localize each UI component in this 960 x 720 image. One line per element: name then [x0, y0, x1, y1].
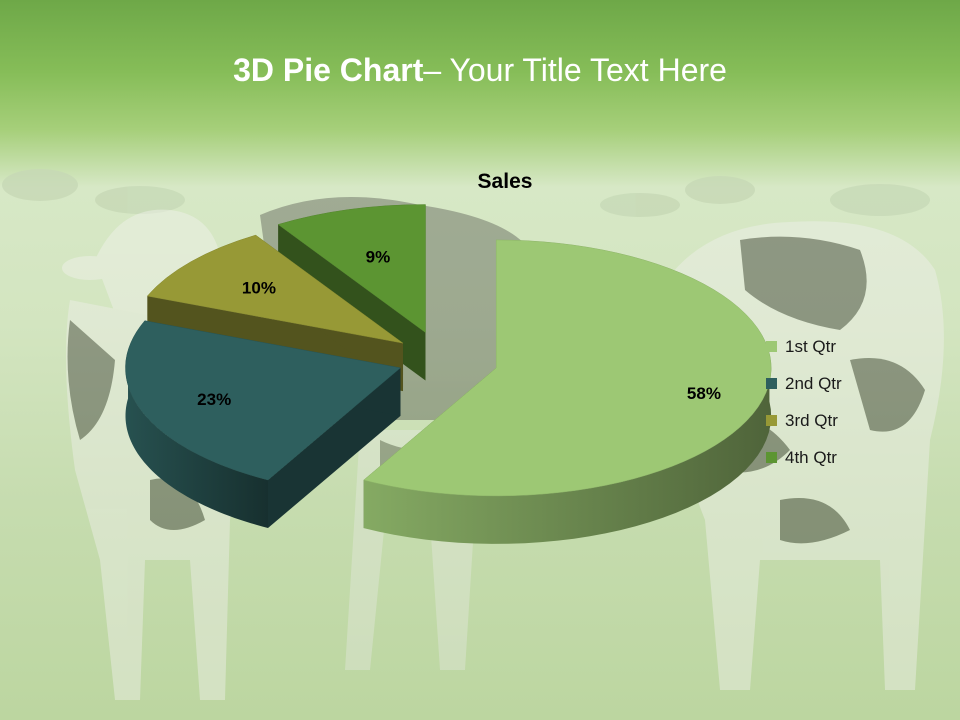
pie-slice-2 [125, 320, 402, 528]
slide-title: 3D Pie Chart– Your Title Text Here [0, 48, 960, 92]
data-label-1: 58% [687, 384, 721, 403]
slide-title-bold: 3D Pie Chart [233, 52, 424, 88]
legend-swatch-1 [766, 341, 777, 352]
legend-label-4: 4th Qtr [785, 448, 837, 467]
data-label-2: 23% [197, 390, 231, 409]
legend-label-3: 3rd Qtr [785, 411, 838, 430]
legend-label-2: 2nd Qtr [785, 374, 842, 393]
legend-swatch-2 [766, 378, 777, 389]
pie-slice-1 [363, 239, 772, 544]
slide-title-rest: – Your Title Text Here [423, 52, 727, 88]
legend-swatch-3 [766, 415, 777, 426]
legend-swatch-4 [766, 452, 777, 463]
data-label-3: 10% [242, 279, 276, 298]
data-label-4: 9% [366, 247, 391, 266]
legend: 1st Qtr 2nd Qtr 3rd Qtr 4th Qtr [766, 337, 842, 467]
legend-label-1: 1st Qtr [785, 337, 836, 356]
chart-title: Sales [478, 170, 533, 193]
